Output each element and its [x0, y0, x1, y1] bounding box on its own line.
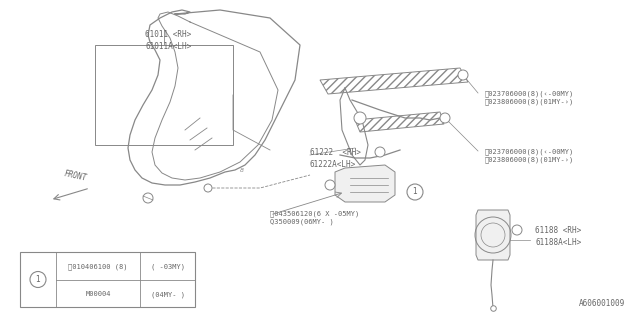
Circle shape [204, 184, 212, 192]
Text: 8: 8 [240, 167, 244, 172]
Text: 1: 1 [413, 188, 417, 196]
Bar [95, 45, 233, 145]
Circle shape [354, 112, 366, 124]
Circle shape [325, 180, 335, 190]
Text: 61222  <RH>
61222A<LH>: 61222 <RH> 61222A<LH> [310, 148, 361, 169]
Text: FRONT: FRONT [63, 169, 87, 183]
Circle shape [458, 70, 468, 80]
Text: 1: 1 [36, 275, 40, 284]
Text: A606001009: A606001009 [579, 299, 625, 308]
Text: (04MY- ): (04MY- ) [151, 291, 185, 298]
Text: ⓝ023706000(8)(‹-00MY)
ⓝ023806000(8)(01MY-›): ⓝ023706000(8)(‹-00MY) ⓝ023806000(8)(01MY… [485, 148, 574, 163]
Circle shape [30, 271, 46, 287]
Text: 61011 <RH>
61011A<LH>: 61011 <RH> 61011A<LH> [145, 30, 191, 51]
Polygon shape [476, 210, 510, 260]
Circle shape [407, 184, 423, 200]
Circle shape [512, 225, 522, 235]
Text: ⓝ023706000(8)(‹-00MY)
ⓝ023806000(8)(01MY-›): ⓝ023706000(8)(‹-00MY) ⓝ023806000(8)(01MY… [485, 90, 574, 105]
Text: Ⓞ043506120(6 X -05MY)
Q350009(06MY- ): Ⓞ043506120(6 X -05MY) Q350009(06MY- ) [270, 210, 359, 225]
Polygon shape [335, 165, 395, 202]
Bar [20, 252, 195, 307]
Circle shape [375, 147, 385, 157]
Text: 61188 <RH>
61188A<LH>: 61188 <RH> 61188A<LH> [535, 226, 581, 247]
Text: ( -03MY): ( -03MY) [151, 263, 185, 270]
Circle shape [440, 113, 450, 123]
Circle shape [143, 193, 153, 203]
Text: M00004: M00004 [85, 291, 111, 297]
Text: Ⓞ010406100 (8): Ⓞ010406100 (8) [68, 263, 128, 270]
